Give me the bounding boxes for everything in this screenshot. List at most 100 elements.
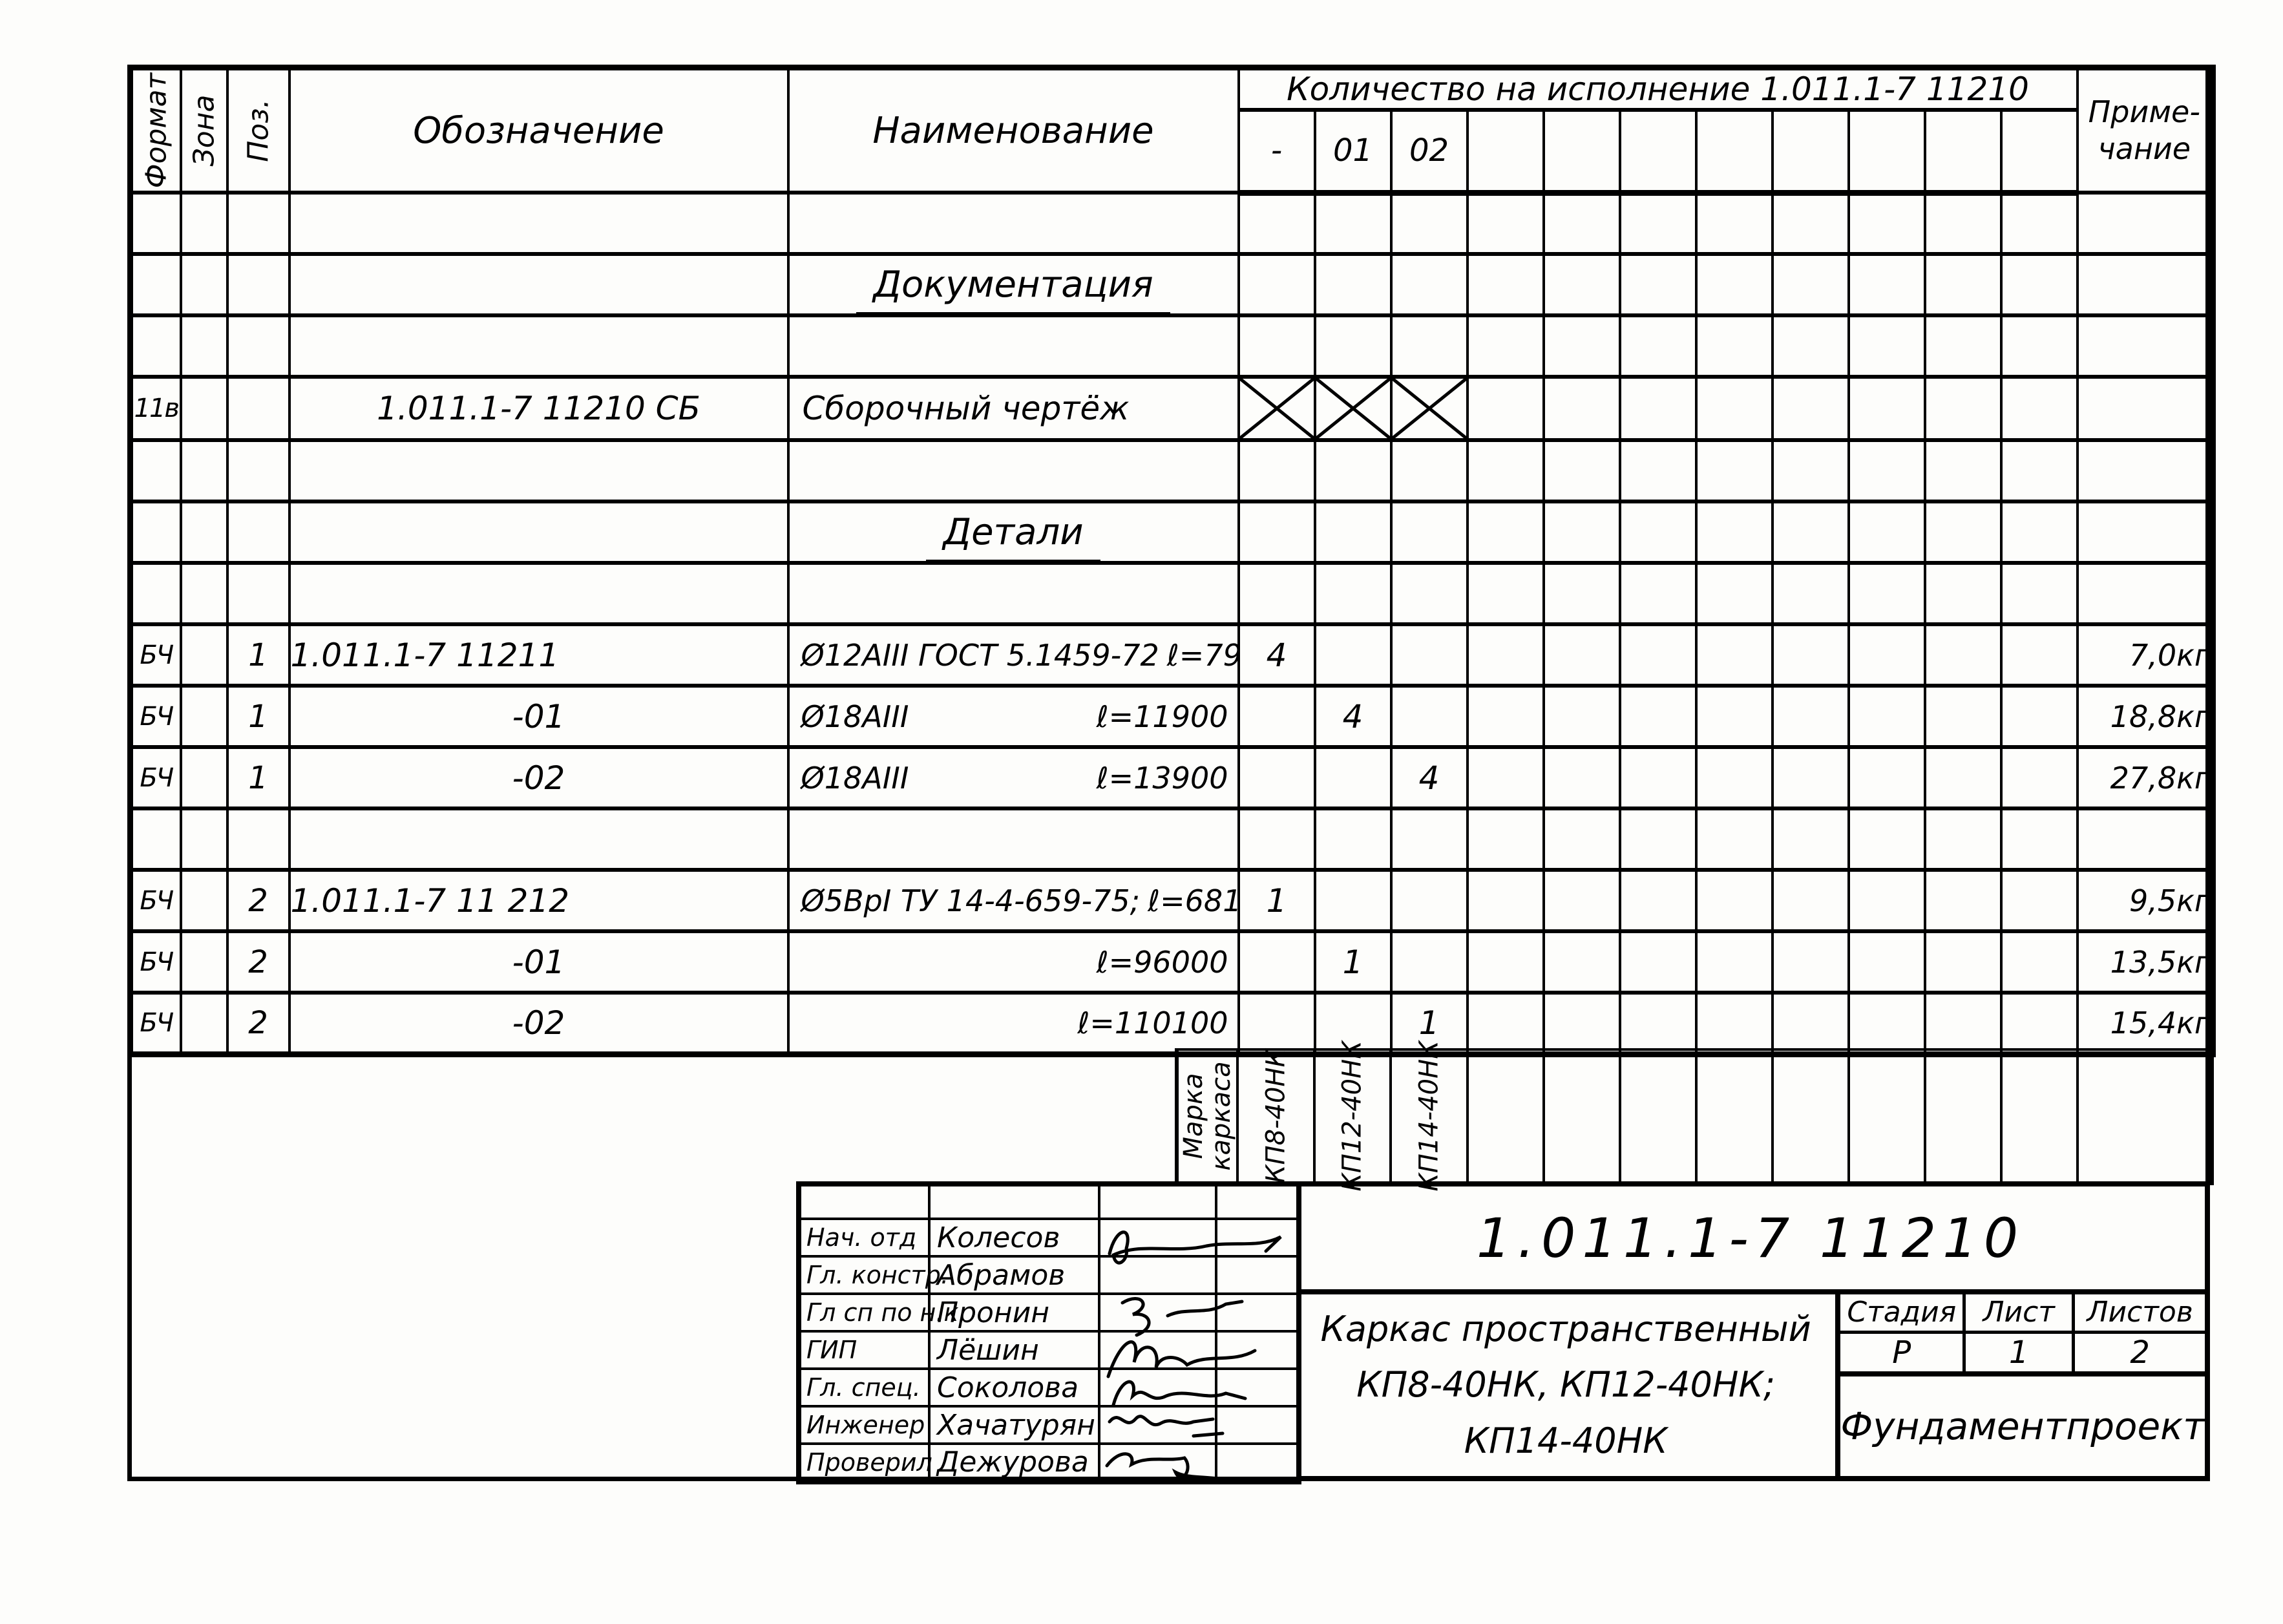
col-header-pos-label: Поз. bbox=[242, 99, 275, 162]
empty-cell bbox=[1695, 1048, 1774, 1185]
empty-cell bbox=[1389, 500, 1469, 565]
empty-cell bbox=[1771, 991, 1850, 1056]
col-header-pos: Поз. bbox=[226, 65, 291, 195]
x-mark-icon bbox=[1240, 379, 1314, 438]
qty-col-empty bbox=[1847, 108, 1926, 196]
table-row bbox=[129, 313, 2215, 379]
empty-cell bbox=[1215, 1405, 1300, 1445]
signature bbox=[1098, 1255, 1217, 1295]
signature bbox=[1098, 1442, 1228, 1483]
empty-cell bbox=[1847, 375, 1926, 442]
qty-col-empty bbox=[1466, 108, 1545, 196]
empty-cell bbox=[1237, 684, 1316, 749]
empty-cell bbox=[1542, 252, 1621, 317]
project-title-line3: КП14-40НК bbox=[1464, 1420, 1668, 1461]
empty-cell bbox=[1694, 991, 1774, 1056]
signature-icon bbox=[1111, 1380, 1247, 1407]
format-cell: 11в bbox=[129, 375, 182, 442]
band-row: Марка каркаса КП8-40НК КП12-40НК КП14-40… bbox=[1175, 1040, 2213, 1192]
section-title-details: Детали bbox=[786, 500, 1240, 565]
empty-cell bbox=[1694, 500, 1774, 565]
empty-cell bbox=[179, 375, 229, 442]
empty-cell bbox=[129, 191, 182, 256]
empty-cell bbox=[1999, 684, 2079, 749]
empty-cell bbox=[1618, 500, 1698, 565]
stage-sheet-table: Стадия Лист Листов Р 1 2 bbox=[1840, 1294, 2205, 1371]
empty-cell bbox=[786, 807, 1240, 872]
empty-cell bbox=[1466, 252, 1545, 317]
signature bbox=[1098, 1292, 1244, 1337]
role-label: ГИП bbox=[797, 1330, 931, 1370]
empty-cell bbox=[288, 313, 790, 379]
empty-cell bbox=[179, 438, 229, 503]
designation-cell: 1.011.1-7 11210 СБ bbox=[288, 375, 790, 442]
signature bbox=[1098, 1405, 1225, 1445]
empty-cell bbox=[1542, 561, 1621, 626]
empty-cell bbox=[1542, 622, 1621, 688]
empty-cell bbox=[1389, 868, 1469, 933]
empty-cell bbox=[288, 500, 790, 565]
empty-cell bbox=[1999, 929, 2079, 995]
name-cell: Сборочный чертёж bbox=[786, 375, 1240, 442]
project-title: Каркас пространственный КП8-40НК, КП12-4… bbox=[1296, 1294, 1841, 1476]
empty-cell bbox=[1847, 807, 1926, 872]
empty-cell bbox=[179, 191, 229, 256]
length-text: ℓ=11900 bbox=[1096, 699, 1228, 734]
empty-cell bbox=[1466, 622, 1545, 688]
name-cell: ℓ=110100 bbox=[786, 991, 1240, 1056]
qty-col-empty bbox=[1542, 108, 1621, 196]
empty-cell bbox=[179, 561, 229, 626]
empty-cell bbox=[1771, 191, 1850, 256]
stage-header-row: Стадия Лист Листов bbox=[1840, 1294, 2205, 1334]
name-cell: Ø12АIII ГОСТ 5.1459-72ℓ=7900 bbox=[786, 622, 1240, 688]
empty-cell bbox=[1999, 252, 2079, 317]
empty-cell bbox=[1618, 684, 1698, 749]
note-line2: чание bbox=[2098, 131, 2191, 166]
empty-cell bbox=[1771, 684, 1850, 749]
document-number: 1.011.1-7 11210 bbox=[1296, 1186, 2205, 1294]
empty-cell bbox=[1923, 868, 2003, 933]
format-cell: БЧ bbox=[129, 991, 182, 1056]
empty-cell bbox=[1618, 561, 1698, 626]
empty-cell bbox=[1923, 313, 2003, 379]
empty-cell bbox=[2076, 500, 2215, 565]
table-row bbox=[129, 438, 2215, 503]
empty-cell bbox=[1847, 1048, 1926, 1185]
empty-cell bbox=[1999, 313, 2079, 379]
empty-cell bbox=[786, 191, 1240, 256]
empty-cell bbox=[1466, 868, 1545, 933]
empty-cell bbox=[1771, 868, 1850, 933]
pos-cell: 2 bbox=[226, 929, 291, 995]
stage-value: Р bbox=[1840, 1330, 1966, 1371]
empty-cell bbox=[1618, 622, 1698, 688]
length-text: ℓ=7900 bbox=[1166, 637, 1236, 673]
band-mark-cell: КП14-40НК bbox=[1389, 1040, 1469, 1192]
col-header-note: Приме- чание bbox=[2076, 65, 2215, 195]
empty-cell bbox=[1389, 191, 1469, 256]
empty-cell bbox=[1694, 745, 1774, 810]
band-mark-cell: КП8-40НК bbox=[1236, 1048, 1316, 1185]
empty-cell bbox=[1542, 1048, 1621, 1185]
person-name: Дежурова bbox=[928, 1442, 1100, 1483]
length-text: ℓ=68100 bbox=[1148, 883, 1239, 918]
empty-cell bbox=[1389, 929, 1469, 995]
empty-cell bbox=[1771, 375, 1850, 442]
empty-cell bbox=[179, 868, 229, 933]
empty-cell bbox=[1466, 375, 1545, 442]
name-cell: Ø18АIII ℓ=13900 bbox=[786, 745, 1240, 810]
empty-cell bbox=[1694, 252, 1774, 317]
empty-cell bbox=[226, 313, 291, 379]
empty-cell bbox=[1466, 991, 1545, 1056]
empty-cell bbox=[1237, 500, 1316, 565]
empty-cell bbox=[1618, 438, 1698, 503]
col-header-name: Наименование bbox=[786, 65, 1240, 195]
empty-cell bbox=[1389, 561, 1469, 626]
empty-cell bbox=[1237, 438, 1316, 503]
empty-cell bbox=[179, 252, 229, 317]
stamp-row: Инженер Хачатурян bbox=[797, 1405, 1300, 1445]
sheets-value: 2 bbox=[2072, 1330, 2205, 1371]
empty-cell bbox=[1923, 807, 2003, 872]
length-text: ℓ=110100 bbox=[1077, 1005, 1228, 1040]
band-label-cell: Марка каркаса bbox=[1175, 1048, 1239, 1185]
